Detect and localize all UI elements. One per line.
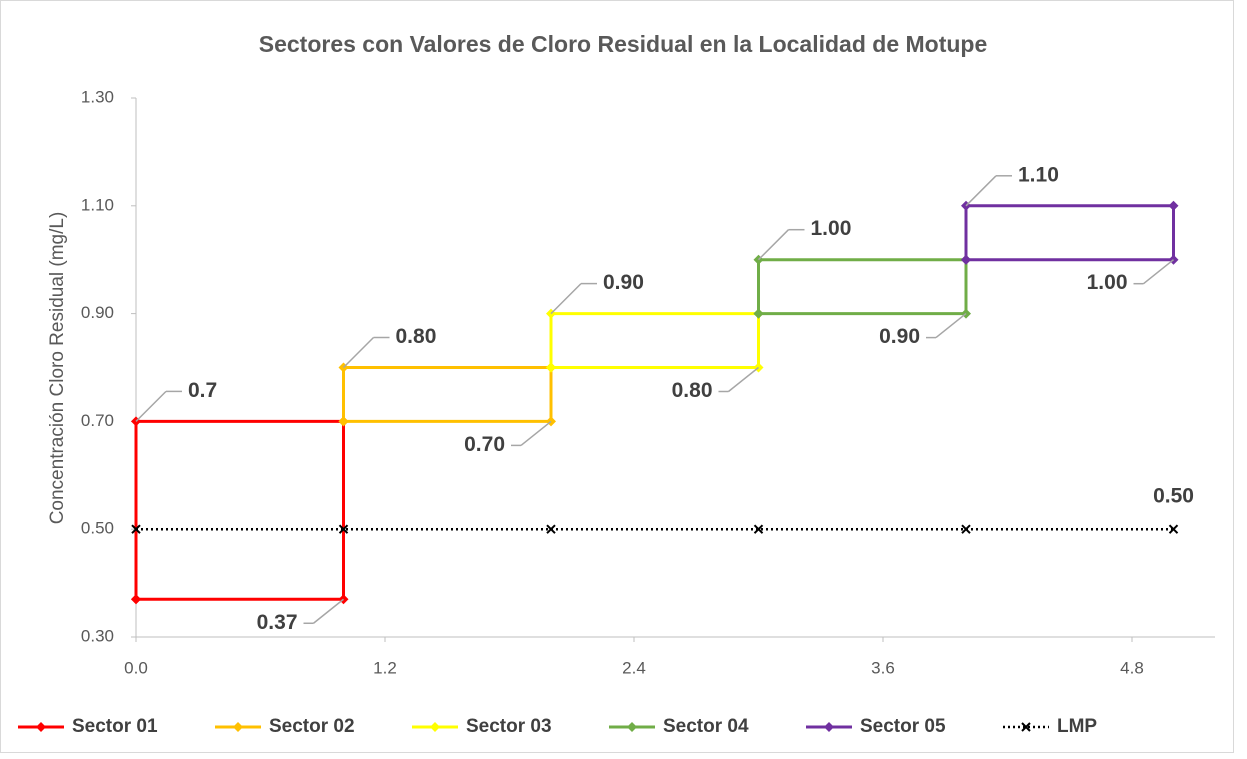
data-point bbox=[1168, 524, 1179, 534]
data-label: 1.00 bbox=[811, 217, 852, 240]
data-point bbox=[1168, 200, 1179, 211]
legend-marker bbox=[430, 722, 440, 732]
data-point bbox=[753, 308, 764, 319]
leader-line bbox=[550, 283, 582, 315]
x-tick-label: 1.2 bbox=[373, 658, 397, 677]
x-tick-label: 0.0 bbox=[124, 658, 148, 677]
legend-marker bbox=[36, 722, 46, 732]
data-label: 0.90 bbox=[603, 271, 644, 294]
legend-label: Sector 05 bbox=[860, 716, 946, 737]
data-point bbox=[546, 524, 556, 534]
y-tick-label: 1.10 bbox=[81, 195, 114, 214]
y-tick-label: 0.70 bbox=[81, 411, 114, 430]
y-tick-label: 0.50 bbox=[81, 519, 114, 538]
leader-line bbox=[965, 175, 997, 207]
legend-label: Sector 03 bbox=[466, 716, 552, 737]
y-axis-label: Concentración Cloro Residual (mg/L) bbox=[47, 212, 68, 525]
legend-marker bbox=[233, 722, 243, 732]
leader-line bbox=[342, 336, 375, 369]
data-point bbox=[546, 362, 556, 373]
y-tick-label: 0.90 bbox=[81, 303, 114, 322]
leader-line bbox=[135, 390, 167, 422]
legend-marker bbox=[824, 722, 834, 732]
leader-line bbox=[757, 229, 790, 261]
data-label: 1.10 bbox=[1018, 163, 1059, 186]
data-label: 0.50 bbox=[1153, 485, 1194, 508]
data-label: 0.80 bbox=[672, 379, 713, 402]
x-tick-label: 4.8 bbox=[1120, 658, 1144, 677]
leader-line bbox=[935, 313, 967, 339]
legend-label: Sector 01 bbox=[72, 716, 158, 737]
chart-title: Sectores con Valores de Cloro Residual e… bbox=[259, 31, 988, 57]
data-label: 0.37 bbox=[257, 611, 298, 634]
data-point bbox=[753, 524, 764, 534]
legend-marker bbox=[627, 722, 637, 732]
data-label: 0.70 bbox=[464, 433, 505, 456]
legend-marker bbox=[1021, 722, 1031, 732]
data-label: 0.90 bbox=[879, 325, 920, 348]
data-point bbox=[338, 524, 349, 534]
data-point bbox=[131, 594, 141, 605]
leader-line bbox=[520, 420, 552, 446]
legend-label: LMP bbox=[1057, 716, 1097, 737]
x-tick-label: 2.4 bbox=[622, 658, 646, 677]
data-point bbox=[961, 254, 971, 265]
data-label: 0.80 bbox=[396, 325, 437, 348]
data-point bbox=[338, 416, 349, 427]
data-label: 0.7 bbox=[188, 379, 217, 402]
y-tick-label: 0.30 bbox=[81, 626, 114, 645]
data-point bbox=[131, 524, 141, 534]
x-tick-label: 3.6 bbox=[871, 658, 895, 677]
leader-line bbox=[728, 366, 759, 393]
data-label: 1.00 bbox=[1087, 271, 1128, 294]
legend-label: Sector 04 bbox=[663, 716, 749, 737]
leader-line bbox=[313, 598, 344, 624]
legend-label: Sector 02 bbox=[269, 716, 355, 737]
y-tick-label: 1.30 bbox=[81, 87, 114, 106]
leader-line bbox=[1143, 259, 1174, 285]
data-point bbox=[961, 524, 971, 534]
